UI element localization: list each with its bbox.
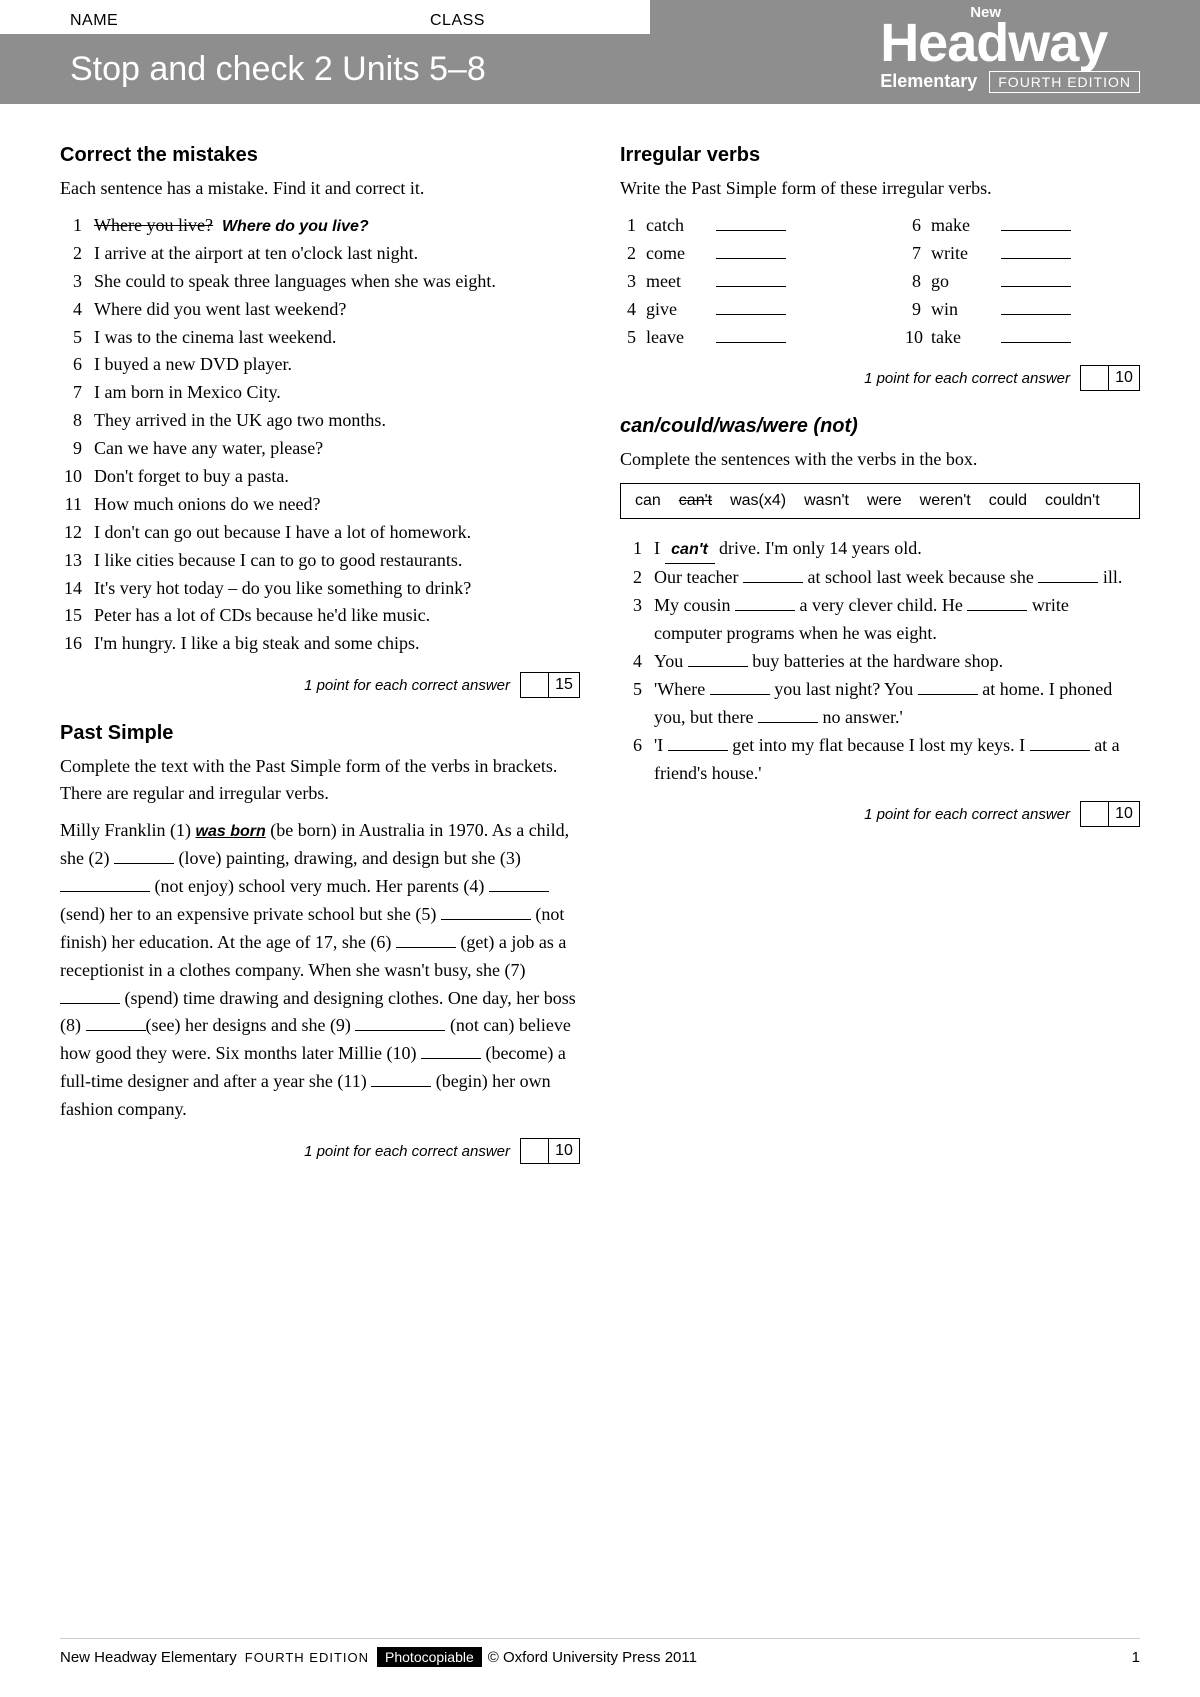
list-item: 11How much onions do we need? <box>60 491 580 519</box>
sec1-item1-strike: Where you live? <box>94 215 213 235</box>
list-item: 10Don't forget to buy a pasta. <box>60 463 580 491</box>
footer: New Headway Elementary FOURTH EDITION Ph… <box>60 1638 1140 1667</box>
list-item: 2Our teacher at school last week because… <box>620 564 1140 592</box>
verb-row: 2come <box>620 240 855 268</box>
verb-row: 9win <box>905 296 1140 324</box>
score-box: 10 <box>1080 801 1140 827</box>
footer-badge: Photocopiable <box>377 1647 482 1667</box>
verb-row: 1catch <box>620 212 855 240</box>
verb-row: 6make <box>905 212 1140 240</box>
sec1-list: 1 Where you live? Where do you live? 2I … <box>60 212 580 658</box>
sec4-score: 1 point for each correct answer 10 <box>620 801 1140 827</box>
right-column: Irregular verbs Write the Past Simple fo… <box>620 144 1140 1188</box>
sec2-title: Past Simple <box>60 722 580 745</box>
list-item: 5I was to the cinema last weekend. <box>60 324 580 352</box>
list-item: 1 Where you live? Where do you live? <box>60 212 580 240</box>
list-item: 7I am born in Mexico City. <box>60 379 580 407</box>
class-label: CLASS <box>430 12 485 30</box>
sec3-instruction: Write the Past Simple form of these irre… <box>620 175 1140 202</box>
score-value: 15 <box>549 673 579 697</box>
title-band: Stop and check 2 Units 5–8 New Headway E… <box>0 34 1200 104</box>
score-box: 15 <box>520 672 580 698</box>
footer-edition: FOURTH EDITION <box>245 1650 369 1665</box>
list-item: 3She could to speak three languages when… <box>60 268 580 296</box>
brand-edition: FOURTH EDITION <box>989 71 1140 93</box>
list-item: 4Where did you went last weekend? <box>60 296 580 324</box>
sec1-title: Correct the mistakes <box>60 144 580 167</box>
sec4-instruction: Complete the sentences with the verbs in… <box>620 446 1140 473</box>
sec4-title: can/could/was/were (not) <box>620 415 1140 438</box>
score-value: 10 <box>1109 802 1139 826</box>
footer-copyright: © Oxford University Press 2011 <box>488 1649 697 1666</box>
page-title: Stop and check 2 Units 5–8 <box>70 50 486 89</box>
sec3-title: Irregular verbs <box>620 144 1140 167</box>
list-item: 12I don't can go out because I have a lo… <box>60 519 580 547</box>
verb-row: 5leave <box>620 324 855 352</box>
score-label: 1 point for each correct answer <box>304 677 510 694</box>
list-item: 13I like cities because I can to go to g… <box>60 547 580 575</box>
list-item: 14It's very hot today – do you like some… <box>60 575 580 603</box>
list-item: 6I buyed a new DVD player. <box>60 351 580 379</box>
list-item: 5'Where you last night? You at home. I p… <box>620 676 1140 732</box>
sec2-answer1: was born <box>196 823 266 840</box>
score-label: 1 point for each correct answer <box>304 1143 510 1160</box>
footer-page: 1 <box>1132 1649 1140 1666</box>
sec3-score: 1 point for each correct answer 10 <box>620 365 1140 391</box>
score-value: 10 <box>1109 366 1139 390</box>
score-label: 1 point for each correct answer <box>864 370 1070 387</box>
sec2-instruction: Complete the text with the Past Simple f… <box>60 753 580 807</box>
footer-title: New Headway Elementary <box>60 1649 237 1666</box>
verb-row: 4give <box>620 296 855 324</box>
sec2-score: 1 point for each correct answer 10 <box>60 1138 580 1164</box>
list-item: 3My cousin a very clever child. He write… <box>620 592 1140 648</box>
sec4-answer1: can't <box>671 541 708 558</box>
list-item: 8They arrived in the UK ago two months. <box>60 407 580 435</box>
sec1-score: 1 point for each correct answer 15 <box>60 672 580 698</box>
list-item: 1I can't drive. I'm only 14 years old. <box>620 535 1140 564</box>
sec4-list: 1I can't drive. I'm only 14 years old. 2… <box>620 535 1140 787</box>
brand-block: New Headway Elementary FOURTH EDITION <box>880 4 1140 93</box>
name-class-bar: NAME CLASS <box>60 0 650 34</box>
list-item: 9Can we have any water, please? <box>60 435 580 463</box>
score-box: 10 <box>520 1138 580 1164</box>
score-value: 10 <box>549 1139 579 1163</box>
list-item: 4You buy batteries at the hardware shop. <box>620 648 1140 676</box>
sec2-paragraph: Milly Franklin (1) was born (be born) in… <box>60 817 580 1124</box>
brand-level: Elementary <box>880 71 977 92</box>
sec1-instruction: Each sentence has a mistake. Find it and… <box>60 175 580 202</box>
verb-row: 3meet <box>620 268 855 296</box>
verb-row: 8go <box>905 268 1140 296</box>
content: Correct the mistakes Each sentence has a… <box>0 104 1200 1188</box>
list-item: 6'I get into my flat because I lost my k… <box>620 732 1140 788</box>
score-label: 1 point for each correct answer <box>864 806 1070 823</box>
word-box: can can't was(x4) wasn't were weren't co… <box>620 483 1140 519</box>
brand-headway: Headway <box>880 21 1140 67</box>
sec1-item1-answer: Where do you live? <box>222 218 369 235</box>
list-item: 15Peter has a lot of CDs because he'd li… <box>60 602 580 630</box>
left-column: Correct the mistakes Each sentence has a… <box>60 144 580 1188</box>
verb-row: 7write <box>905 240 1140 268</box>
score-box: 10 <box>1080 365 1140 391</box>
list-item: 16I'm hungry. I like a big steak and som… <box>60 630 580 658</box>
verb-row: 10take <box>905 324 1140 352</box>
verb-grid: 1catch 2come 3meet 4give 5leave 6make 7w… <box>620 212 1140 351</box>
list-item: 2I arrive at the airport at ten o'clock … <box>60 240 580 268</box>
name-label: NAME <box>60 12 430 30</box>
